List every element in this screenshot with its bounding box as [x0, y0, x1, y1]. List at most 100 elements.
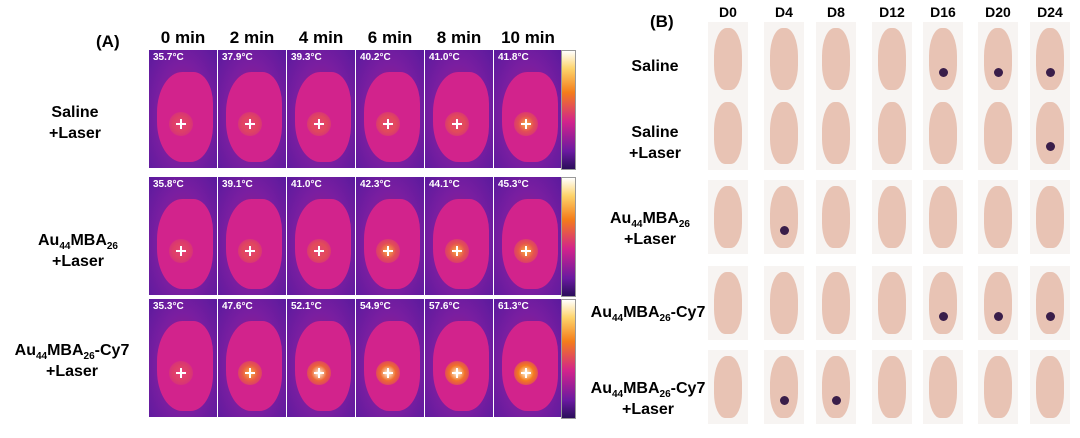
temperature-color-scale [561, 177, 576, 297]
temperature-readout: 45.3°C [498, 179, 529, 190]
thermal-image: 39.3°C [287, 50, 355, 168]
tumor-mark [939, 312, 948, 321]
thermal-image: 37.9°C [218, 50, 286, 168]
day-label: D12 [879, 4, 905, 20]
mouse-photo [1030, 180, 1070, 254]
mouse-body [822, 272, 850, 334]
time-label: 0 min [160, 28, 206, 47]
mouse-body [1036, 186, 1064, 248]
mouse-body [1036, 28, 1064, 90]
mouse-photo [708, 266, 748, 340]
mouse-photo [708, 350, 748, 424]
panel-a-row-label-au44mba26-cy7: Au44MBA26-Cy7 +Laser [14, 342, 130, 380]
mouse-photo [764, 180, 804, 254]
time-label: 10 min [501, 28, 555, 47]
temperature-readout: 39.1°C [222, 179, 253, 190]
crosshair-icon [521, 246, 531, 256]
mouse-photo [978, 180, 1018, 254]
mouse-photo [978, 350, 1018, 424]
mouse-photo [816, 22, 856, 96]
mouse-body [714, 102, 742, 164]
day-label: D16 [930, 4, 956, 20]
thermal-image: 35.3°C [149, 299, 217, 417]
crosshair-icon [383, 246, 393, 256]
mouse-body [929, 28, 957, 90]
day-label: D8 [827, 4, 845, 20]
day-label: D0 [719, 4, 737, 20]
mouse-body [1036, 356, 1064, 418]
tumor-mark [1046, 142, 1055, 151]
temperature-readout: 57.6°C [429, 301, 460, 312]
thermal-image: 35.8°C [149, 177, 217, 295]
temperature-color-scale [561, 50, 576, 170]
crosshair-icon [245, 246, 255, 256]
mouse-photo [978, 22, 1018, 96]
mouse-body [984, 272, 1012, 334]
mouse-body [878, 102, 906, 164]
temperature-readout: 41.0°C [291, 179, 322, 190]
crosshair-icon [245, 368, 255, 378]
tumor-mark [1046, 312, 1055, 321]
mouse-body [929, 102, 957, 164]
crosshair-icon [176, 368, 186, 378]
mouse-photo [978, 266, 1018, 340]
day-label: D20 [985, 4, 1011, 20]
mouse-photo [872, 180, 912, 254]
thermal-image: 40.2°C [356, 50, 424, 168]
mouse-body [878, 186, 906, 248]
panel-b-row-label-au44mba26-cy7-laser: Au44MBA26-Cy7 +Laser [590, 380, 706, 418]
mouse-photo [872, 96, 912, 170]
thermal-image: 45.3°C [494, 177, 562, 295]
mouse-body [984, 28, 1012, 90]
mouse-photo [923, 350, 963, 424]
temperature-readout: 35.8°C [153, 179, 184, 190]
panel-b-row-label-saline: Saline [631, 58, 679, 75]
mouse-photo [1030, 22, 1070, 96]
panel-b-row-label-saline-laser: Saline +Laser [628, 124, 682, 162]
crosshair-icon [452, 368, 462, 378]
mouse-body [770, 272, 798, 334]
crosshair-icon [452, 119, 462, 129]
tumor-mark [780, 396, 789, 405]
panel-a-label: (A) [96, 32, 120, 51]
mouse-photo [1030, 350, 1070, 424]
mouse-body [878, 356, 906, 418]
temperature-readout: 54.9°C [360, 301, 391, 312]
mouse-body [929, 272, 957, 334]
mouse-body [1036, 102, 1064, 164]
crosshair-icon [314, 119, 324, 129]
mouse-photo [764, 350, 804, 424]
mouse-photo [816, 266, 856, 340]
crosshair-icon [314, 368, 324, 378]
crosshair-icon [521, 368, 531, 378]
temperature-readout: 35.3°C [153, 301, 184, 312]
tumor-mark [994, 68, 1003, 77]
mouse-photo [764, 96, 804, 170]
thermal-image: 44.1°C [425, 177, 493, 295]
mouse-body [714, 272, 742, 334]
mouse-photo [708, 180, 748, 254]
mouse-body [984, 356, 1012, 418]
mouse-body [822, 28, 850, 90]
time-label: 8 min [436, 28, 482, 47]
thermal-image: 47.6°C [218, 299, 286, 417]
mouse-photo [872, 22, 912, 96]
mouse-body [929, 356, 957, 418]
temperature-readout: 42.3°C [360, 179, 391, 190]
thermal-image: 39.1°C [218, 177, 286, 295]
mouse-body [714, 186, 742, 248]
mouse-body [878, 272, 906, 334]
mouse-photo [708, 22, 748, 96]
panel-a-row-label-saline: Saline +Laser [48, 104, 102, 142]
day-label: D4 [775, 4, 793, 20]
panel-a-row-label-au44mba26: Au44MBA26 +Laser [37, 232, 118, 270]
mouse-body [770, 102, 798, 164]
mouse-body [822, 356, 850, 418]
mouse-body [984, 102, 1012, 164]
mouse-body [770, 186, 798, 248]
mouse-body [714, 356, 742, 418]
mouse-photo [923, 266, 963, 340]
tumor-mark [994, 312, 1003, 321]
mouse-photo [978, 96, 1018, 170]
time-label: 4 min [298, 28, 344, 47]
